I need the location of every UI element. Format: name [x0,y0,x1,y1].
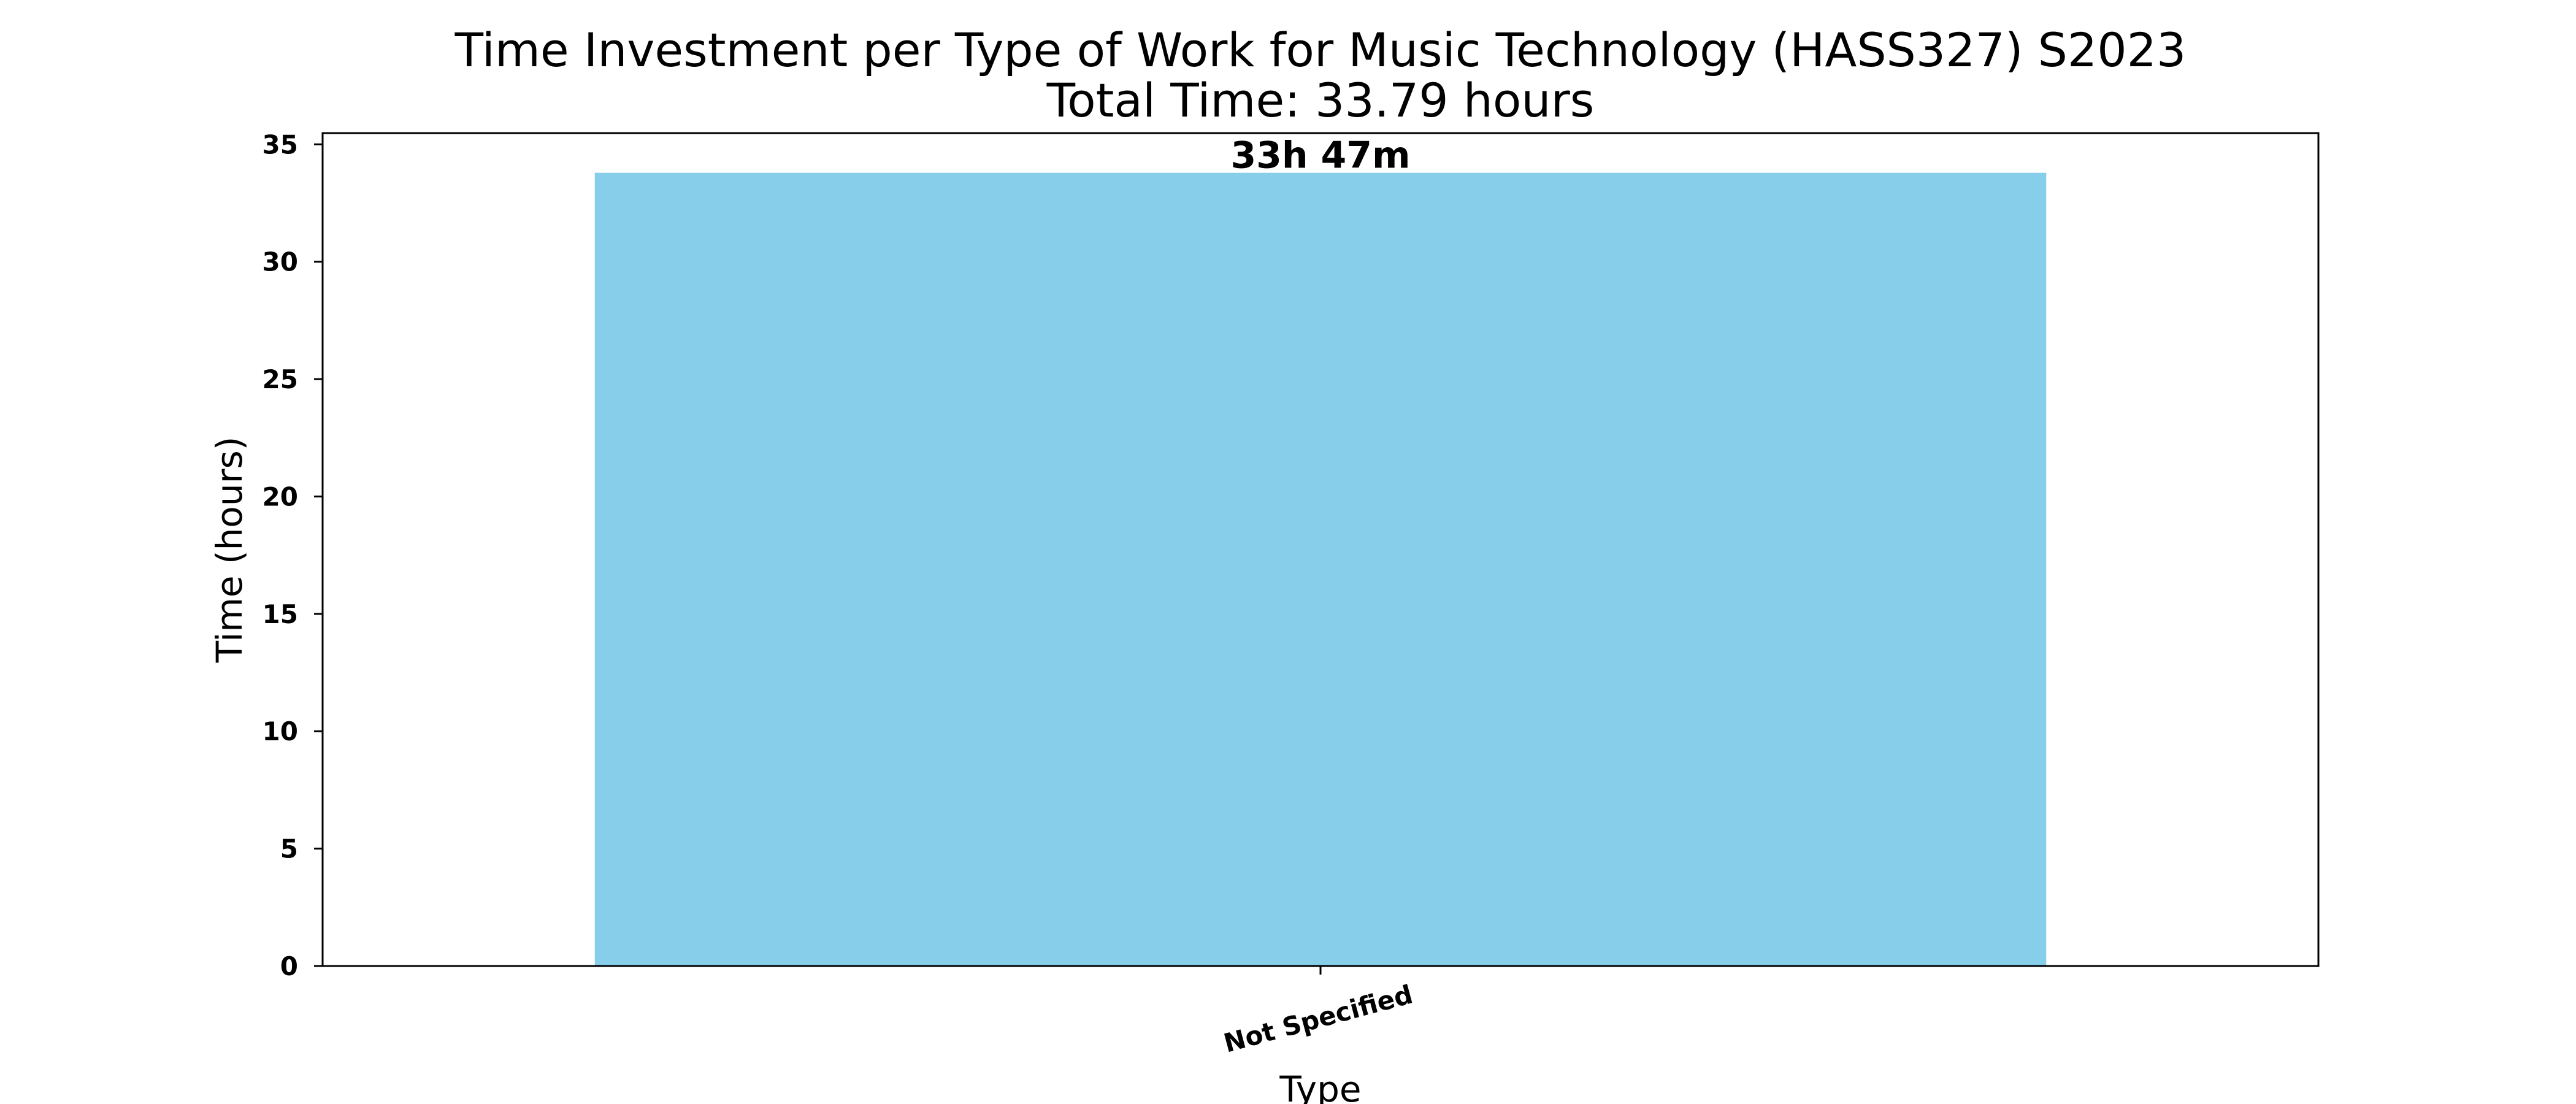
bar [594,172,2047,966]
data-labels: 33h 47m [1230,134,1410,177]
bars-layer [594,172,2047,966]
y-tick-label: 35 [263,129,298,159]
y-tick-label: 25 [263,364,298,394]
bar-value-label: 33h 47m [1230,134,1410,177]
x-axis-ticks: Not Specified [1221,966,1416,1059]
x-axis-label: Type [1279,1068,1361,1104]
y-tick-label: 30 [263,247,298,277]
chart-title: Time Investment per Type of Work for Mus… [454,23,2187,77]
y-tick-label: 10 [263,716,298,746]
x-tick-label: Not Specified [1221,979,1416,1058]
y-axis-ticks: 0 5 10 15 20 25 30 35 [263,129,323,981]
y-tick-label: 20 [263,481,298,512]
y-tick-label: 5 [280,834,298,864]
y-tick-label: 0 [280,951,298,981]
y-axis-label: Time (hours) [209,437,250,664]
y-tick-label: 15 [263,599,298,629]
chart-subtitle: Total Time: 33.79 hours [1046,73,1595,128]
